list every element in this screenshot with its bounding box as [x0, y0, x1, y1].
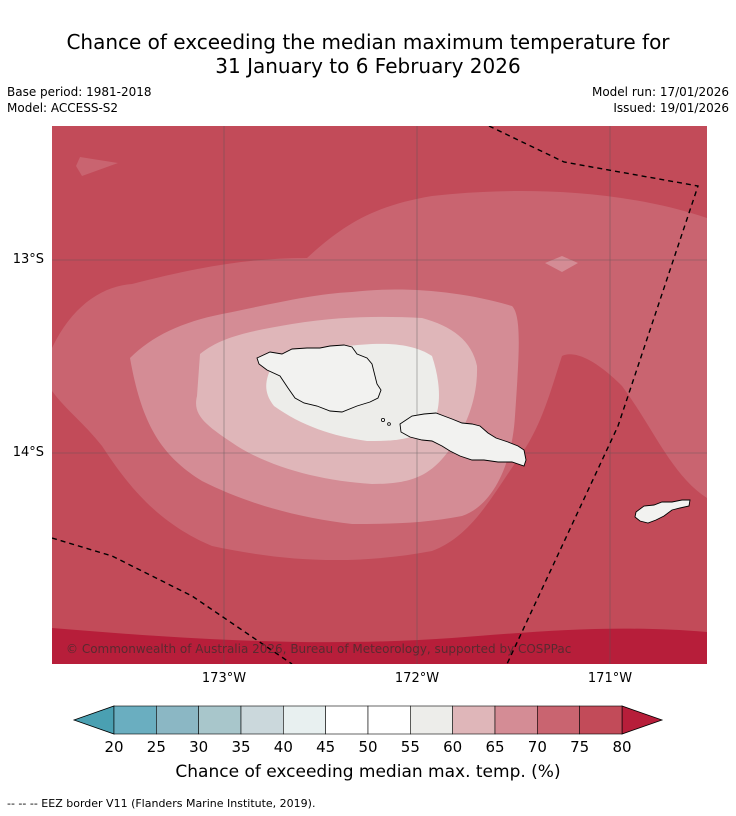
- colorbar-tick-label: 55: [401, 738, 420, 756]
- colorbar-segment: [579, 705, 623, 735]
- lon-label-172w: 172°W: [394, 671, 440, 686]
- island-savaii: [256, 344, 382, 413]
- model-name: Model: ACCESS-S2: [7, 101, 119, 115]
- colorbar-segment: [325, 705, 369, 735]
- lon-label-171w: 171°W: [587, 671, 633, 686]
- colorbar-tick-label: 65: [485, 738, 504, 756]
- colorbar-tick-label: 80: [612, 738, 631, 756]
- lat-label-13s: 13°S: [12, 252, 44, 267]
- contour-patch-top-left: [76, 157, 118, 176]
- colorbar-tick-label: 70: [528, 738, 547, 756]
- colorbar-tick-label: 75: [570, 738, 589, 756]
- colorbar-tick-label: 30: [189, 738, 208, 756]
- lat-label-14s: 14°S: [12, 445, 44, 460]
- colorbar-segment: [537, 705, 580, 735]
- colorbar-tick-label: 50: [358, 738, 377, 756]
- colorbar-segment: [283, 705, 326, 735]
- map-panel: © Commonwealth of Australia 2026, Bureau…: [52, 126, 707, 664]
- colorbar-tick-label: 35: [231, 738, 250, 756]
- colorbar: 20 25 30 35 40 45 50 55 60 65 70 75 80: [0, 700, 736, 790]
- colorbar-segment: [494, 705, 538, 735]
- colorbar-segment: [240, 705, 284, 735]
- colorbar-over-arrow: [621, 705, 664, 735]
- lon-label-173w: 173°W: [201, 671, 247, 686]
- copyright-notice: © Commonwealth of Australia 2026, Bureau…: [66, 642, 571, 656]
- model-run: Model run: 17/01/2026: [591, 85, 729, 99]
- colorbar-segment: [113, 705, 157, 735]
- contour-over-80: [52, 628, 707, 664]
- colorbar-tick-label: 45: [316, 738, 335, 756]
- colorbar-title: Chance of exceeding median max. temp. (%…: [175, 762, 561, 782]
- colorbar-tick-label: 60: [443, 738, 462, 756]
- issued-date: Issued: 19/01/2026: [613, 101, 729, 115]
- islet-apolima: [380, 417, 385, 422]
- base-period: Base period: 1981-2018: [7, 85, 152, 99]
- colorbar-segment: [367, 705, 411, 735]
- colorbar-segment: [198, 705, 242, 735]
- colorbar-tick-label: 40: [274, 738, 293, 756]
- colorbar-under-arrow: [72, 705, 115, 735]
- eez-border: [52, 126, 699, 664]
- island-upolu: [399, 412, 527, 467]
- map-svg: © Commonwealth of Australia 2026, Bureau…: [52, 126, 707, 664]
- title-line-2: 31 January to 6 February 2026: [215, 54, 521, 78]
- colorbar-tick-label: 25: [147, 738, 166, 756]
- meta-right: Model run: 17/01/2026 Issued: 19/01/2026: [592, 84, 729, 116]
- eez-legend-note: -- -- -- EEZ border V11 (Flanders Marine…: [7, 797, 316, 810]
- island-tutuila: [634, 499, 691, 524]
- colorbar-tick-label: 20: [104, 738, 123, 756]
- colorbar-segment: [452, 705, 496, 735]
- map-title: Chance of exceeding the median maximum t…: [0, 30, 736, 78]
- colorbar-svg: 20 25 30 35 40 45 50 55 60 65 70 75 80: [72, 705, 664, 756]
- colorbar-segment: [410, 705, 453, 735]
- title-line-1: Chance of exceeding the median maximum t…: [66, 30, 670, 54]
- colorbar-segment: [156, 705, 199, 735]
- islet-manono: [387, 422, 391, 426]
- meta-left: Base period: 1981-2018 Model: ACCESS-S2: [7, 84, 152, 116]
- graticule: [52, 126, 707, 664]
